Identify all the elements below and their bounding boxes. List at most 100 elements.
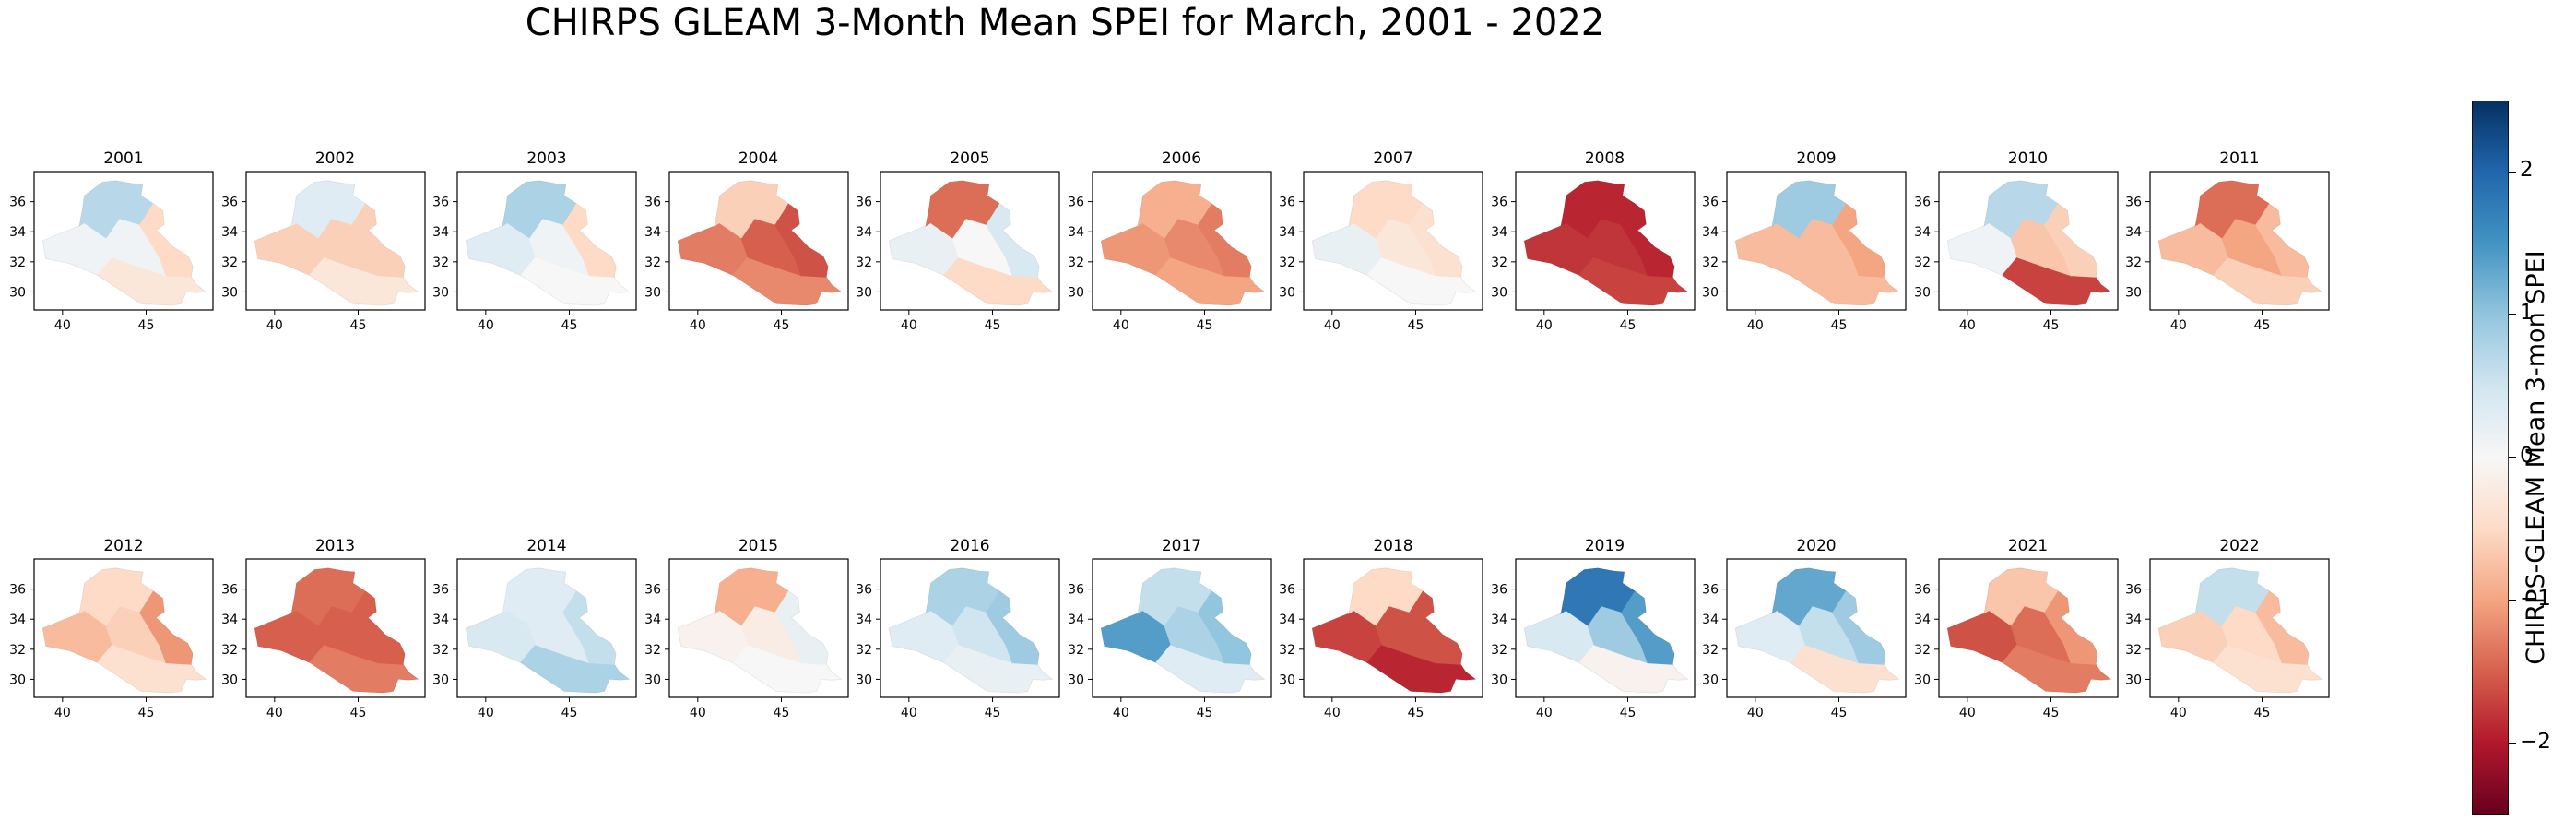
country-regions <box>1946 567 2111 694</box>
y-tick-label: 34 <box>1068 613 1084 627</box>
x-tick-label: 40 <box>266 706 282 720</box>
axes-frame <box>1303 171 1483 311</box>
map-axes: 40 45 36 34 32 30 <box>1491 558 1696 720</box>
y-tick-label: 32 <box>1279 643 1295 658</box>
country-regions <box>1312 180 1476 306</box>
x-tick-label: 45 <box>1619 706 1636 720</box>
country-regions <box>2158 180 2322 306</box>
x-tick-label: 45 <box>985 706 1001 720</box>
colorbar-tick-mark <box>2509 171 2516 173</box>
country-regions <box>1735 567 1899 694</box>
y-tick-label: 32 <box>1914 643 1931 658</box>
y-tick-label: 36 <box>221 196 238 210</box>
country-outline <box>2157 567 2323 694</box>
y-tick-label: 30 <box>432 285 449 300</box>
region-north <box>713 567 789 626</box>
y-tick-label: 34 <box>1279 613 1295 627</box>
country-regions <box>677 180 842 306</box>
country-outline <box>465 567 631 694</box>
y-tick-label: 32 <box>1068 643 1084 658</box>
panel-title: 2003 <box>526 149 567 168</box>
map-axes: 40 45 36 34 32 30 <box>1068 171 1272 333</box>
map-axes: 40 45 36 34 32 30 <box>1914 171 2119 333</box>
country-regions <box>42 180 207 306</box>
y-tick-label: 34 <box>221 225 238 240</box>
figure-title: CHIRPS GLEAM 3-Month Mean SPEI for March… <box>525 2 1605 44</box>
y-tick-label: 30 <box>1491 285 1507 300</box>
y-tick-label: 30 <box>1491 672 1507 687</box>
y-tick-label: 32 <box>9 643 26 658</box>
panel-title: 2013 <box>314 537 356 555</box>
x-tick-label: 40 <box>1535 318 1552 333</box>
panel-title: 2017 <box>1161 537 1202 555</box>
country-regions <box>1735 180 1899 306</box>
country-regions <box>1523 567 1688 694</box>
panel-title: 2009 <box>1796 149 1837 168</box>
country-outline <box>1946 567 2112 694</box>
map-axes: 40 45 36 34 32 30 <box>1279 171 1483 333</box>
x-tick-label: 40 <box>1958 318 1975 333</box>
country-outline <box>1311 567 1477 694</box>
y-tick-label: 36 <box>644 583 661 598</box>
country-outline <box>1734 567 1900 694</box>
y-tick-label: 32 <box>221 256 238 270</box>
map-axes: 40 45 36 34 32 30 <box>2125 171 2330 333</box>
y-tick-label: 30 <box>432 672 449 687</box>
x-tick-label: 40 <box>901 706 917 720</box>
x-tick-label: 45 <box>349 318 366 333</box>
x-tick-label: 40 <box>1324 318 1341 333</box>
country-regions <box>1523 180 1688 306</box>
region-north <box>1559 567 1636 626</box>
map-panel-2007: 2007 40 45 36 34 32 30 <box>1279 149 1483 333</box>
y-tick-label: 36 <box>2125 583 2142 598</box>
y-tick-label: 34 <box>9 613 26 627</box>
country-outline <box>888 567 1054 694</box>
region-north <box>78 567 154 626</box>
x-tick-label: 45 <box>1196 318 1212 333</box>
map-axes: 40 45 36 34 32 30 <box>9 558 214 720</box>
axes-frame <box>2149 558 2330 698</box>
y-tick-label: 36 <box>856 196 872 210</box>
axes-frame <box>668 171 849 311</box>
country-regions <box>466 567 630 694</box>
panel-title: 2012 <box>103 537 144 555</box>
panel-title: 2014 <box>526 537 567 555</box>
country-regions <box>1100 567 1265 694</box>
x-tick-label: 45 <box>1619 318 1636 333</box>
axes-frame <box>1937 558 2119 698</box>
panel-title: 2019 <box>1584 537 1625 555</box>
y-tick-label: 36 <box>1068 196 1084 210</box>
y-tick-label: 34 <box>2125 225 2142 240</box>
region-east <box>349 589 406 665</box>
x-tick-label: 45 <box>1196 706 1212 720</box>
y-tick-label: 36 <box>1279 196 1295 210</box>
panel-title: 2018 <box>1373 537 1413 555</box>
map-panel-2021: 2021 40 45 36 34 32 30 <box>1914 537 2119 720</box>
y-tick-label: 36 <box>9 583 26 598</box>
map-panel-2015: 2015 40 45 36 34 32 30 <box>644 537 849 720</box>
y-tick-label: 30 <box>221 672 238 687</box>
map-panel-2009: 2009 40 45 36 34 32 30 <box>1702 149 1907 333</box>
region-north <box>502 567 577 626</box>
y-tick-label: 34 <box>9 225 26 240</box>
map-panel-2016: 2016 40 45 36 34 32 30 <box>856 537 1060 720</box>
map-axes: 40 45 36 34 32 30 <box>1702 558 1907 720</box>
panel-title: 2002 <box>314 149 356 168</box>
map-panel-2012: 2012 40 45 36 34 32 30 <box>9 537 214 720</box>
region-north <box>1771 180 1847 239</box>
y-tick-label: 34 <box>1702 613 1719 627</box>
region-north <box>1136 567 1212 626</box>
y-tick-label: 32 <box>1491 643 1507 658</box>
y-tick-label: 34 <box>1702 225 1719 240</box>
axes-frame <box>1303 558 1483 698</box>
panel-title: 2011 <box>2219 149 2260 168</box>
y-tick-label: 32 <box>856 256 872 270</box>
y-tick-label: 32 <box>644 643 661 658</box>
country-regions <box>1946 180 2111 306</box>
map-axes: 40 45 36 34 32 30 <box>856 558 1060 720</box>
country-outline <box>1734 180 1900 306</box>
axes-frame <box>880 171 1060 311</box>
region-north <box>1348 180 1424 239</box>
country-outline <box>677 567 843 694</box>
y-tick-label: 36 <box>432 196 449 210</box>
